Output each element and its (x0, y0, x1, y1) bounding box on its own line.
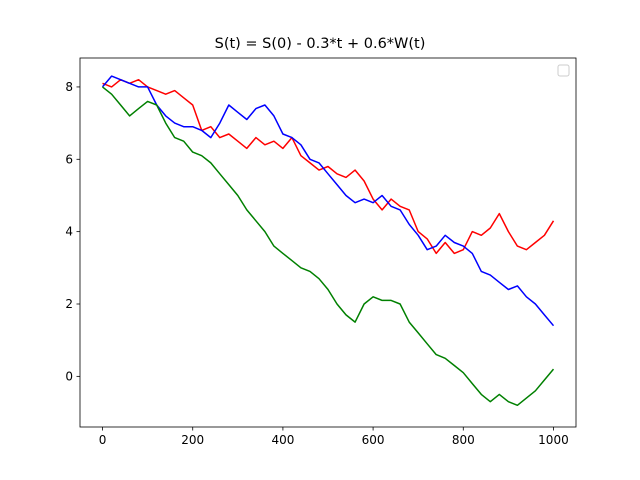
series-line-2 (101, 75, 555, 327)
y-tick-label: 6 (65, 152, 73, 166)
x-tick-label: 600 (362, 433, 385, 447)
y-tick-label: 2 (65, 297, 73, 311)
legend-box[interactable] (557, 64, 570, 77)
series-layer (101, 75, 555, 407)
series-line-1 (102, 78, 555, 255)
y-axis: 0 2 4 6 8 (65, 80, 80, 383)
x-tick-label: 0 (99, 433, 107, 447)
x-tick-label: 1000 (538, 433, 569, 447)
series-line-3 (102, 86, 555, 407)
chart-title: S(t) = S(0) - 0.3*t + 0.6*W(t) (215, 36, 426, 52)
y-tick-label: 0 (65, 369, 73, 383)
y-tick-label: 4 (65, 225, 73, 239)
x-tick-label: 800 (452, 433, 475, 447)
x-tick-label: 200 (181, 433, 204, 447)
x-axis: 0 200 400 600 800 1000 (99, 427, 569, 447)
plot-frame (79, 57, 577, 428)
y-tick-label: 8 (65, 80, 73, 94)
x-tick-label: 400 (271, 433, 294, 447)
